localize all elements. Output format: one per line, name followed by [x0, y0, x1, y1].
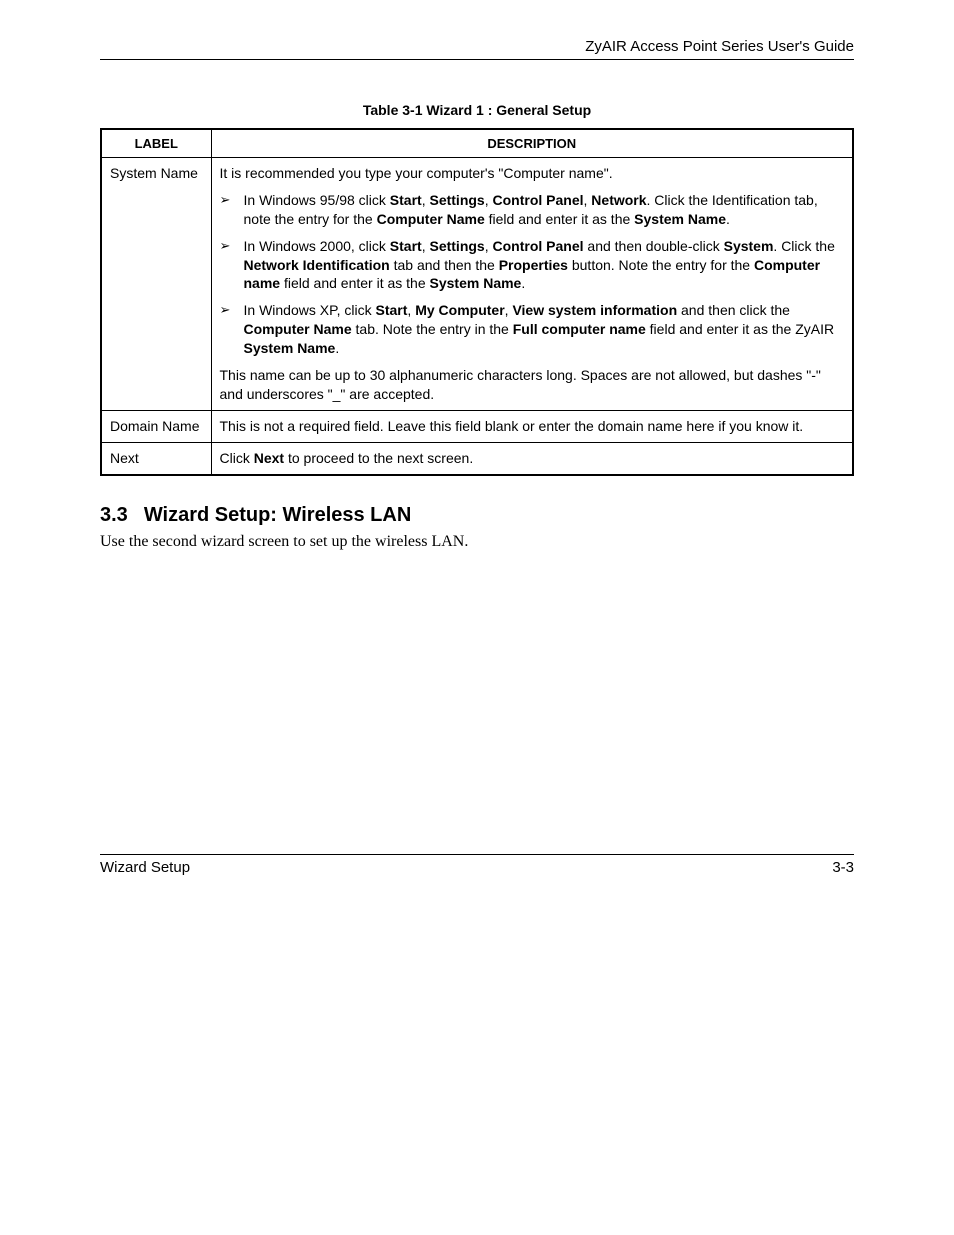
footer-right: 3-3 — [832, 859, 854, 876]
sysname-note: This name can be up to 30 alphanumeric c… — [220, 366, 845, 404]
col-label: LABEL — [101, 129, 211, 158]
table-row: Next Click Next to proceed to the next s… — [101, 442, 853, 474]
bullet-icon: ➢ — [220, 301, 234, 358]
row-desc-system-name: It is recommended you type your computer… — [211, 158, 853, 411]
sysname-bullet-2: ➢ In Windows 2000, click Start, Settings… — [220, 237, 845, 294]
section-number: 3.3 — [100, 504, 128, 527]
table-row: Domain Name This is not a required field… — [101, 410, 853, 442]
section-title: Wizard Setup: Wireless LAN — [144, 504, 411, 526]
row-label-system-name: System Name — [101, 158, 211, 411]
page-header: ZyAIR Access Point Series User's Guide — [100, 38, 854, 60]
footer-row: Wizard Setup 3-3 — [100, 859, 854, 876]
setup-table: LABEL DESCRIPTION System Name It is reco… — [100, 128, 854, 476]
col-description: DESCRIPTION — [211, 129, 853, 158]
sysname-bullet-3: ➢ In Windows XP, click Start, My Compute… — [220, 301, 845, 358]
section-heading: 3.3 Wizard Setup: Wireless LAN — [100, 504, 854, 527]
row-label-next: Next — [101, 442, 211, 474]
bullet-text: In Windows 2000, click Start, Settings, … — [244, 237, 845, 294]
bullet-text: In Windows 95/98 click Start, Settings, … — [244, 191, 845, 229]
header-title: ZyAIR Access Point Series User's Guide — [100, 38, 854, 55]
page-footer: Wizard Setup 3-3 — [100, 854, 854, 876]
sysname-intro: It is recommended you type your computer… — [220, 164, 845, 183]
row-desc-next: Click Next to proceed to the next screen… — [211, 442, 853, 474]
section-body: Use the second wizard screen to set up t… — [100, 533, 854, 551]
table-caption: Table 3-1 Wizard 1 : General Setup — [100, 102, 854, 118]
row-desc-domain-name: This is not a required field. Leave this… — [211, 410, 853, 442]
table-row: System Name It is recommended you type y… — [101, 158, 853, 411]
table-header-row: LABEL DESCRIPTION — [101, 129, 853, 158]
bullet-icon: ➢ — [220, 191, 234, 229]
footer-left: Wizard Setup — [100, 859, 190, 876]
sysname-bullet-1: ➢ In Windows 95/98 click Start, Settings… — [220, 191, 845, 229]
bullet-text: In Windows XP, click Start, My Computer,… — [244, 301, 845, 358]
footer-rule — [100, 854, 854, 855]
bullet-icon: ➢ — [220, 237, 234, 294]
page: ZyAIR Access Point Series User's Guide T… — [0, 0, 954, 551]
row-label-domain-name: Domain Name — [101, 410, 211, 442]
